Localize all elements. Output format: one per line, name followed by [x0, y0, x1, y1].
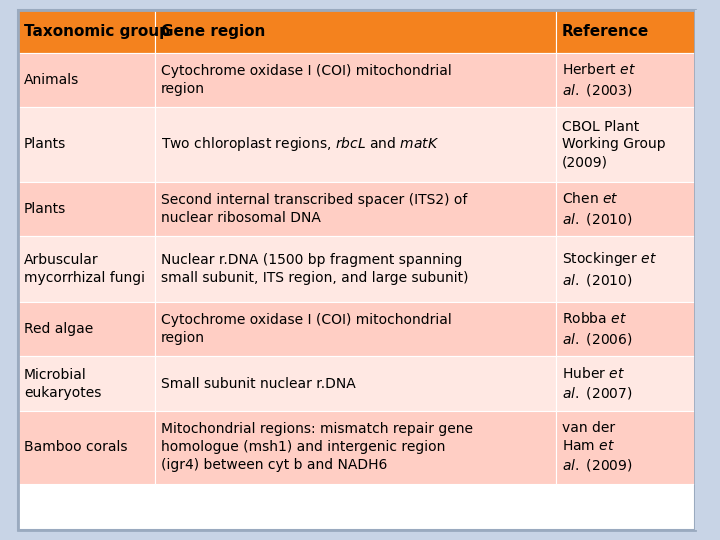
- Text: Reference: Reference: [562, 24, 649, 39]
- Text: Microbial
eukaryotes: Microbial eukaryotes: [24, 368, 102, 400]
- Bar: [556, 356, 695, 411]
- Bar: [18, 236, 155, 302]
- Bar: [695, 10, 720, 530]
- Text: Mitochondrial regions: mismatch repair gene
homologue (msh1) and intergenic regi: Mitochondrial regions: mismatch repair g…: [161, 422, 473, 472]
- Text: Plants: Plants: [24, 137, 66, 151]
- Bar: [556, 52, 695, 107]
- Bar: [18, 107, 155, 181]
- Bar: [556, 411, 695, 484]
- Bar: [155, 356, 556, 411]
- Text: Animals: Animals: [24, 73, 79, 87]
- Text: Bamboo corals: Bamboo corals: [24, 440, 127, 454]
- Text: Second internal transcribed spacer (ITS2) of
nuclear ribosomal DNA: Second internal transcribed spacer (ITS2…: [161, 193, 467, 225]
- Text: Stockinger $\it{et}$
$\it{al.}$ (2010): Stockinger $\it{et}$ $\it{al.}$ (2010): [562, 250, 657, 288]
- Text: Huber $\it{et}$
$\it{al.}$ (2007): Huber $\it{et}$ $\it{al.}$ (2007): [562, 366, 633, 401]
- Bar: [18, 411, 155, 484]
- Text: Robba $\it{et}$
$\it{al.}$ (2006): Robba $\it{et}$ $\it{al.}$ (2006): [562, 312, 633, 347]
- Bar: [18, 52, 155, 107]
- Text: Taxonomic group: Taxonomic group: [24, 24, 170, 39]
- Bar: [556, 181, 695, 236]
- Text: van der
Ham $\it{et}$
$\it{al.}$ (2009): van der Ham $\it{et}$ $\it{al.}$ (2009): [562, 421, 633, 474]
- Text: Nuclear r.DNA (1500 bp fragment spanning
small subunit, ITS region, and large su: Nuclear r.DNA (1500 bp fragment spanning…: [161, 253, 469, 285]
- Bar: [155, 411, 556, 484]
- Text: Chen $\it{et}$
$\it{al.}$ (2010): Chen $\it{et}$ $\it{al.}$ (2010): [562, 191, 633, 227]
- Text: Two chloroplast regions, $\it{rbcL}$ and $\it{matK}$: Two chloroplast regions, $\it{rbcL}$ and…: [161, 136, 439, 153]
- Bar: [18, 10, 155, 52]
- Text: Red algae: Red algae: [24, 322, 94, 336]
- Text: Small subunit nuclear r.DNA: Small subunit nuclear r.DNA: [161, 376, 356, 390]
- Text: Plants: Plants: [24, 202, 66, 216]
- Text: Cytochrome oxidase I (COI) mitochondrial
region: Cytochrome oxidase I (COI) mitochondrial…: [161, 64, 452, 96]
- Text: CBOL Plant
Working Group
(2009): CBOL Plant Working Group (2009): [562, 119, 665, 169]
- Bar: [18, 181, 155, 236]
- Text: Cytochrome oxidase I (COI) mitochondrial
region: Cytochrome oxidase I (COI) mitochondrial…: [161, 313, 452, 345]
- Bar: [155, 236, 556, 302]
- Bar: [155, 181, 556, 236]
- Bar: [155, 107, 556, 181]
- Bar: [155, 302, 556, 356]
- Bar: [18, 356, 155, 411]
- Bar: [556, 107, 695, 181]
- Text: Gene region: Gene region: [161, 24, 266, 39]
- Bar: [556, 236, 695, 302]
- Bar: [155, 10, 556, 52]
- Text: Herbert $\it{et}$
$\it{al.}$ (2003): Herbert $\it{et}$ $\it{al.}$ (2003): [562, 62, 636, 98]
- Bar: [556, 10, 695, 52]
- Bar: [556, 302, 695, 356]
- Bar: [155, 52, 556, 107]
- Bar: [18, 302, 155, 356]
- Text: Arbuscular
mycorrhizal fungi: Arbuscular mycorrhizal fungi: [24, 253, 145, 285]
